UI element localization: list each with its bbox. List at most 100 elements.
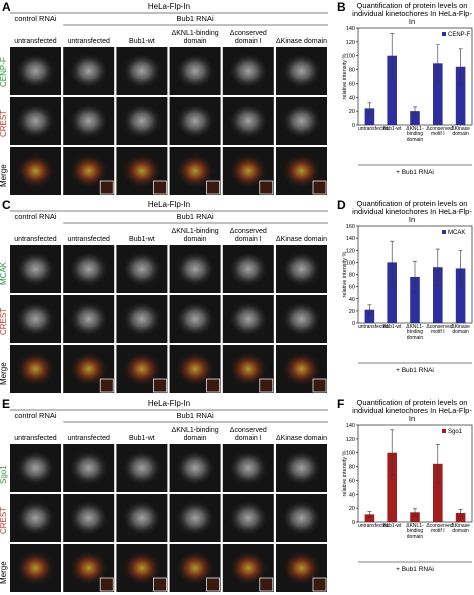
column-header: untransfected [14, 37, 57, 45]
bar [433, 463, 443, 522]
cell-signal [15, 550, 56, 586]
group-label: Bub1 RNAi [176, 411, 214, 420]
cell-signal [281, 53, 322, 89]
inset [99, 180, 114, 195]
bar [433, 63, 443, 125]
x-tick-label: untransfected [358, 324, 389, 330]
cell-signal [121, 53, 162, 89]
group-label: control RNAi [14, 212, 57, 221]
x-tick-label: ΔKNL1-binding domain [406, 523, 424, 540]
cell-signal [175, 450, 216, 486]
error-bar [390, 240, 395, 284]
column-header: ΔKNL1-binding domain [171, 30, 219, 45]
bar [410, 512, 420, 522]
cell-signal [68, 500, 109, 536]
inset [99, 378, 114, 393]
bar [455, 66, 466, 125]
column-header: untransfected [67, 434, 110, 442]
row-label: MCAK [0, 261, 8, 285]
y-axis-label: relative intensity % [342, 53, 348, 99]
y-tick-label: 120 [346, 40, 355, 46]
row-label: CREST [0, 307, 8, 335]
legend-swatch [442, 429, 446, 433]
bar [387, 262, 397, 323]
legend-label: Sgo1 [448, 429, 463, 435]
x-tick-label: ΔKNL1-binding domain [406, 324, 424, 341]
inset [99, 577, 114, 592]
x-tick-label: Bub1-wt [383, 324, 402, 330]
y-tick-label: 140 [346, 423, 355, 429]
group-label: Bub1 RNAi [176, 14, 214, 23]
cell-signal [281, 301, 322, 337]
y-tick-label: 140 [346, 236, 355, 242]
cell-signal [68, 251, 109, 287]
cell-signal [68, 53, 109, 89]
column-header: untransfected [14, 235, 57, 243]
inset [259, 180, 274, 195]
y-tick-label: 80 [349, 465, 355, 471]
panel-letter: F [337, 397, 345, 411]
cell-signal [68, 301, 109, 337]
y-tick-label: 120 [346, 437, 355, 443]
error-bar [390, 33, 395, 79]
y-tick-label: 60 [349, 285, 355, 291]
cell-signal [121, 103, 162, 139]
cell-signal [228, 53, 269, 89]
cell-signal [121, 153, 162, 189]
group-label: + Bub1 RNAi [396, 566, 434, 573]
row-label: Merge [0, 561, 8, 584]
cell-signal [281, 450, 322, 486]
error-bar [435, 248, 440, 286]
panel-letter: E [2, 397, 11, 411]
plot-frame [357, 424, 473, 523]
cell-signal [68, 550, 109, 586]
inset [259, 577, 274, 592]
bar [387, 452, 397, 522]
y-tick-label: 160 [346, 224, 355, 230]
panel-header: HeLa-Flp-In [147, 200, 191, 209]
y-tick-label: 20 [349, 506, 355, 512]
y-tick-label: 60 [349, 81, 355, 87]
cell-signal [15, 450, 56, 486]
row-label: CREST [0, 506, 8, 534]
inset [153, 577, 167, 592]
y-tick-label: 20 [349, 109, 355, 115]
panel-letter: B [337, 0, 346, 14]
y-tick-label: 0 [352, 321, 355, 327]
inset [312, 577, 327, 592]
y-tick-label: 120 [346, 248, 355, 254]
chart-title: Quantification of protein levels on indi… [352, 1, 472, 26]
inset [153, 180, 167, 195]
cell-signal [175, 53, 216, 89]
cell-signal [175, 153, 216, 189]
cell-signal [281, 500, 322, 536]
error-bar [367, 511, 372, 518]
cell-signal [175, 103, 216, 139]
chart-title: Quantification of protein levels on indi… [352, 398, 472, 423]
inset [312, 378, 327, 393]
inset [259, 378, 274, 393]
y-axis-label: relative intensity % [342, 251, 348, 297]
bar [455, 268, 466, 323]
cell-signal [175, 251, 216, 287]
y-tick-label: 100 [346, 260, 355, 266]
y-tick-label: 0 [352, 123, 355, 129]
cell-signal [15, 500, 56, 536]
cell-signal [175, 550, 216, 586]
column-header: Bub1-wt [129, 37, 155, 45]
panel-letter: D [337, 198, 346, 212]
cell-signal [281, 550, 322, 586]
column-header: untransfected [14, 434, 57, 442]
error-bar [367, 304, 372, 315]
y-tick-label: 100 [346, 451, 355, 457]
cell-signal [228, 351, 269, 387]
x-tick-label: ΔKNL1-binding domain [406, 126, 424, 143]
y-tick-label: 0 [352, 520, 355, 526]
x-tick-label: Bub1-wt [383, 126, 402, 132]
column-header: ΔKinase domain [276, 434, 327, 442]
group-label: control RNAi [14, 411, 57, 420]
group-label: control RNAi [14, 14, 57, 23]
cell-signal [281, 351, 322, 387]
